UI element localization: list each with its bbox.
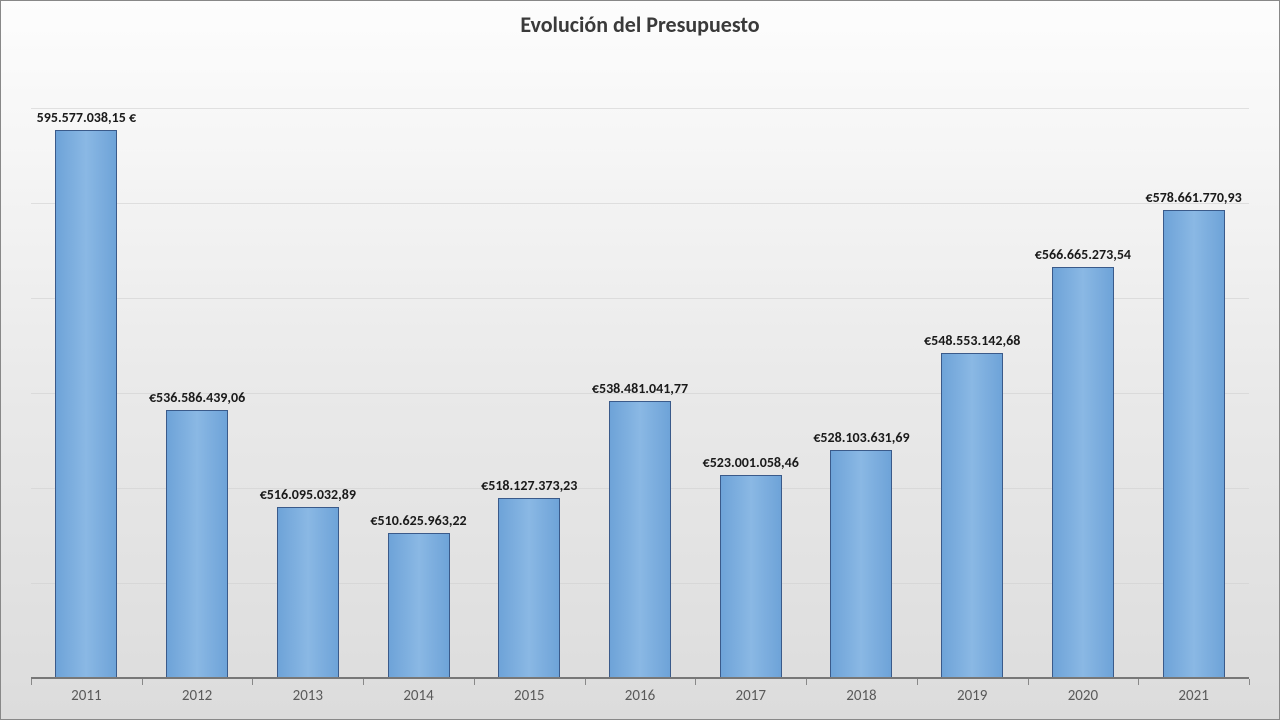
x-tick [806, 679, 807, 685]
x-label-2017: 2017 [736, 687, 766, 705]
bar-2011 [55, 130, 117, 679]
bar-label-2016: €538.481.041,77 [592, 380, 688, 397]
bar-2019 [941, 353, 1003, 679]
x-axis: 2011 2012 2013 2014 2015 2016 2017 2018 2019 2020… [31, 679, 1249, 719]
x-tick [695, 679, 696, 685]
bar-2014 [388, 533, 450, 679]
x-label-2014: 2014 [403, 687, 433, 705]
bar-2018 [830, 450, 892, 679]
x-label-2015: 2015 [514, 687, 544, 705]
x-label-2019: 2019 [957, 687, 987, 705]
bar-label-2021: €578.661.770,93 [1146, 189, 1242, 206]
bar-label-2014: €510.625.963,22 [370, 512, 466, 529]
x-label-2018: 2018 [846, 687, 876, 705]
bar-2016 [609, 401, 671, 679]
x-label-2013: 2013 [293, 687, 323, 705]
bars-layer: 595.577.038,15 € €536.586.439,06 €516.095.… [31, 61, 1249, 679]
bar-label-2020: €566.665.273,54 [1035, 246, 1131, 263]
bar-2017 [720, 475, 782, 679]
bar-2012 [166, 410, 228, 679]
chart-title: Evolución del Presupuesto [1, 11, 1279, 38]
bar-label-2013: €516.095.032,89 [260, 486, 356, 503]
x-label-2021: 2021 [1178, 687, 1208, 705]
bar-label-2019: €548.553.142,68 [924, 332, 1020, 349]
bar-2021 [1163, 210, 1225, 679]
x-label-2016: 2016 [625, 687, 655, 705]
bar-2020 [1052, 267, 1114, 679]
x-tick [585, 679, 586, 685]
x-tick [917, 679, 918, 685]
bar-label-2012: €536.586.439,06 [149, 389, 245, 406]
plot-area: 595.577.038,15 € €536.586.439,06 €516.095.… [31, 61, 1249, 679]
x-label-2020: 2020 [1068, 687, 1098, 705]
x-tick [252, 679, 253, 685]
bar-label-2018: €528.103.631,69 [813, 429, 909, 446]
x-label-2011: 2011 [71, 687, 101, 705]
x-tick [142, 679, 143, 685]
x-tick [1028, 679, 1029, 685]
budget-evolution-chart: Evolución del Presupuesto 595.577.038,15… [0, 0, 1280, 720]
bar-label-2011: 595.577.038,15 € [37, 109, 136, 126]
x-tick [1249, 679, 1250, 685]
x-tick [31, 679, 32, 685]
bar-label-2015: €518.127.373,23 [481, 477, 577, 494]
bar-2015 [498, 498, 560, 679]
bar-2013 [277, 507, 339, 679]
x-tick [363, 679, 364, 685]
x-label-2012: 2012 [182, 687, 212, 705]
x-tick [1138, 679, 1139, 685]
x-tick [474, 679, 475, 685]
bar-label-2017: €523.001.058,46 [703, 454, 799, 471]
